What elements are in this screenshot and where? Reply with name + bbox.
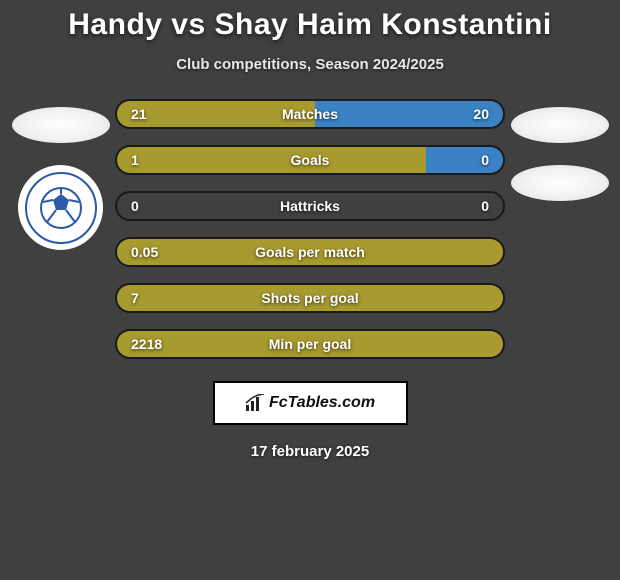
stat-bar-hattricks: 0 Hattricks 0 — [115, 191, 505, 221]
stat-value-left: 0.05 — [131, 244, 158, 260]
left-player-col — [8, 99, 113, 250]
subtitle: Club competitions, Season 2024/2025 — [0, 56, 620, 73]
stat-label: Goals — [291, 152, 330, 168]
soccer-ball-icon — [39, 186, 83, 230]
stat-value-left: 7 — [131, 290, 139, 306]
brand-text: FcTables.com — [269, 394, 375, 412]
stat-value-left: 21 — [131, 106, 147, 122]
stat-bar-goals-per-match: 0.05 Goals per match — [115, 237, 505, 267]
stat-label: Hattricks — [280, 198, 340, 214]
stat-value-right: 20 — [473, 106, 489, 122]
stat-label: Min per goal — [269, 336, 351, 352]
brand-badge[interactable]: FcTables.com — [213, 381, 408, 425]
stat-value-left: 2218 — [131, 336, 162, 352]
stat-value-left: 0 — [131, 198, 139, 214]
right-player-avatar — [511, 107, 609, 143]
right-player-col — [507, 99, 612, 201]
comparison-widget: Handy vs Shay Haim Konstantini Club comp… — [0, 0, 620, 580]
right-team-logo — [511, 165, 609, 201]
chart-icon — [245, 394, 265, 412]
stat-value-left: 1 — [131, 152, 139, 168]
stat-value-right: 0 — [481, 152, 489, 168]
stat-label: Matches — [282, 106, 338, 122]
stat-bar-goals: 1 Goals 0 — [115, 145, 505, 175]
stat-bar-min-per-goal: 2218 Min per goal — [115, 329, 505, 359]
date-label: 17 february 2025 — [0, 443, 620, 460]
stat-label: Goals per match — [255, 244, 365, 260]
left-team-logo — [18, 165, 103, 250]
left-player-avatar — [12, 107, 110, 143]
stat-value-right: 0 — [481, 198, 489, 214]
stat-bar-matches: 21 Matches 20 — [115, 99, 505, 129]
stat-fill-right — [426, 147, 503, 173]
stat-bar-shots-per-goal: 7 Shots per goal — [115, 283, 505, 313]
stat-label: Shots per goal — [261, 290, 358, 306]
main-row: 21 Matches 20 1 Goals 0 0 Hattricks 0 0.05 Goals p… — [0, 99, 620, 359]
stats-column: 21 Matches 20 1 Goals 0 0 Hattricks 0 0.05 Goals p… — [113, 99, 507, 359]
page-title: Handy vs Shay Haim Konstantini — [0, 8, 620, 42]
stat-fill-left — [117, 147, 426, 173]
team-logo-ring — [25, 172, 97, 244]
